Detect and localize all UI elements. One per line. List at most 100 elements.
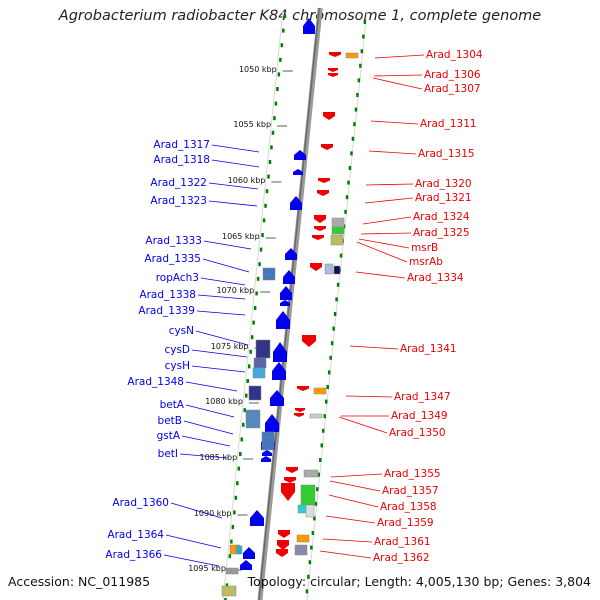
left-gene-label: Arad_1335 <box>144 253 201 265</box>
right-gene-leader <box>345 395 393 398</box>
left-gene-leader <box>191 349 248 358</box>
kbp-label: 1095 kbp <box>188 564 226 573</box>
tick-dot <box>262 218 266 223</box>
gene-block <box>303 469 319 478</box>
backbone-line <box>257 7 323 600</box>
right-gene-leader <box>330 473 383 478</box>
left-gene-leader <box>202 258 250 273</box>
reverse-gene-arrow <box>310 263 322 271</box>
right-gene-leader <box>328 494 379 508</box>
forward-gene-arrow <box>290 196 302 210</box>
tick-dot <box>256 276 260 281</box>
reverse-gene-arrow <box>314 215 326 223</box>
tick-dot <box>359 63 362 68</box>
left-gene-label: cysD <box>164 344 190 356</box>
right-gene-label: Arad_1325 <box>413 227 470 239</box>
tick-dot <box>339 253 343 258</box>
right-gene-leader <box>373 74 423 77</box>
tick-dot <box>277 72 281 77</box>
reverse-gene-arrow <box>286 467 298 473</box>
left-gene-leader <box>170 502 223 519</box>
tick-dot <box>320 443 324 448</box>
tick-dot <box>259 247 263 252</box>
left-gene-label: Arad_1366 <box>105 549 162 561</box>
left-gene-label: Arad_1339 <box>138 305 195 317</box>
left-gene-leader <box>208 200 258 207</box>
left-gene-label: Arad_1323 <box>150 195 207 207</box>
tick-dot <box>307 574 310 579</box>
right-gene-label: Arad_1355 <box>384 468 441 480</box>
tick-dot <box>280 43 284 48</box>
forward-gene-arrow <box>265 414 279 432</box>
forward-gene-arrow <box>276 311 290 329</box>
tick-dot <box>326 385 329 389</box>
tick-dot <box>327 370 331 375</box>
gene-block <box>261 431 275 451</box>
tick-dot <box>246 379 249 383</box>
tick-dot <box>333 312 337 316</box>
tick-dot <box>323 414 326 419</box>
left-gene-leader <box>200 277 246 286</box>
right-gene-label: Arad_1306 <box>424 69 481 81</box>
right-gene-label: Arad_1350 <box>389 427 446 439</box>
reverse-gene-arrow <box>329 52 341 57</box>
tick-dot <box>234 495 238 500</box>
tick-dot <box>261 233 264 237</box>
right-gene-label: Arad_1321 <box>415 192 472 204</box>
reverse-gene-arrow <box>295 408 305 412</box>
gene-block <box>235 545 243 555</box>
tick-dot <box>351 136 355 141</box>
kbp-label: 1065 kbp <box>222 232 260 241</box>
right-gene-label: Arad_1362 <box>373 552 430 564</box>
gene-block <box>300 484 316 506</box>
tick-dot <box>255 291 258 296</box>
tick-dot <box>350 151 353 156</box>
left-gene-leader <box>211 159 260 168</box>
right-gene-label: Arad_1349 <box>391 410 448 422</box>
reverse-gene-arrow <box>302 335 316 347</box>
forward-gene-arrow <box>270 390 284 406</box>
left-gene-leader <box>183 420 234 435</box>
forward-gene-arrow <box>293 169 303 175</box>
left-gene-leader <box>196 310 246 316</box>
tick-dot <box>274 101 278 106</box>
kbp-label: 1090 kbp <box>194 509 232 518</box>
reverse-gene-arrow <box>277 540 289 550</box>
gene-block <box>253 357 267 369</box>
forward-gene-arrow <box>303 18 315 34</box>
right-gene-label: Arad_1320 <box>415 178 472 190</box>
right-gene-leader <box>362 216 412 225</box>
left-gene-leader <box>211 144 260 153</box>
left-gene-label: gstA <box>157 430 181 442</box>
reverse-gene-arrow <box>323 112 335 120</box>
tick-dot <box>356 93 359 97</box>
gene-block <box>331 226 345 235</box>
tick-dot <box>233 510 236 515</box>
tick-dot <box>242 422 245 427</box>
kbp-label: 1080 kbp <box>205 397 243 406</box>
tick-dot <box>230 539 233 544</box>
gene-block <box>296 534 310 543</box>
gene-block <box>309 413 323 419</box>
reverse-gene-arrow <box>278 530 290 538</box>
tick-dot <box>353 122 356 127</box>
left-gene-label: Arad_1360 <box>112 497 169 509</box>
right-gene-leader <box>365 183 414 186</box>
tick-dot <box>276 87 279 91</box>
gene-block <box>313 387 327 395</box>
gene-block <box>294 544 308 556</box>
right-gene-label: Arad_1334 <box>407 272 464 284</box>
kbp-label: 1055 kbp <box>233 120 271 129</box>
tick-dot <box>357 78 361 83</box>
right-gene-leader <box>372 77 423 90</box>
gene-block <box>248 385 262 401</box>
right-gene-label: Arad_1358 <box>380 501 437 513</box>
tick-dot <box>336 282 340 287</box>
left-gene-label: cysH <box>165 360 190 372</box>
tick-dot <box>283 14 287 18</box>
tick-dot <box>314 501 318 506</box>
tick-dot <box>345 195 349 200</box>
band-edge-line <box>306 9 368 600</box>
